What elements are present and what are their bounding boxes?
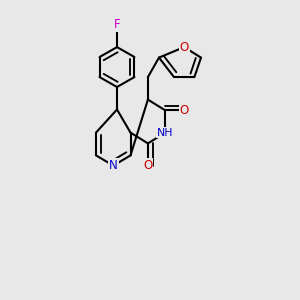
Text: F: F bbox=[114, 18, 120, 31]
Text: NH: NH bbox=[157, 128, 174, 138]
Text: O: O bbox=[180, 104, 189, 117]
Text: N: N bbox=[109, 159, 118, 172]
Text: O: O bbox=[143, 159, 152, 172]
Text: O: O bbox=[180, 40, 189, 54]
